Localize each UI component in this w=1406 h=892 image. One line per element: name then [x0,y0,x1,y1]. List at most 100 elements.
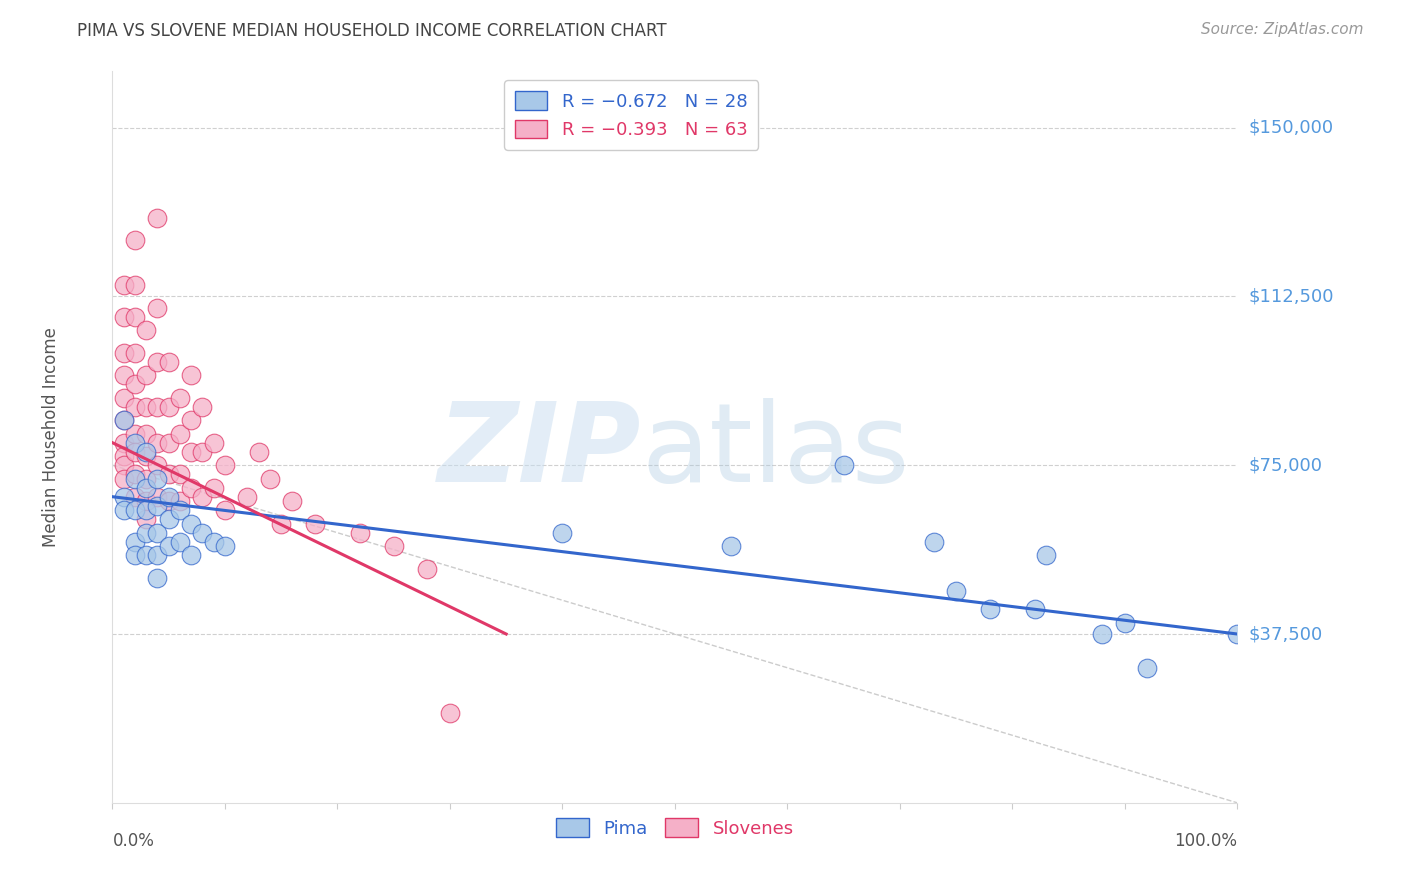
Point [157,400,180,414]
Point [304,516,326,531]
Point [112,490,135,504]
Point [832,458,855,473]
Text: PIMA VS SLOVENE MEDIAN HOUSEHOLD INCOME CORRELATION CHART: PIMA VS SLOVENE MEDIAN HOUSEHOLD INCOME … [77,22,666,40]
Point [551,525,574,540]
Point [191,400,214,414]
Point [124,534,146,549]
Text: Source: ZipAtlas.com: Source: ZipAtlas.com [1201,22,1364,37]
Point [1226,627,1249,641]
Point [112,345,135,359]
Point [135,494,157,508]
Point [236,490,259,504]
Point [124,503,146,517]
Text: $150,000: $150,000 [1249,119,1333,136]
Text: $75,000: $75,000 [1249,456,1323,475]
Point [146,571,169,585]
Point [214,458,236,473]
Point [180,444,202,458]
Point [202,435,225,450]
Point [169,391,191,405]
Point [202,534,225,549]
Point [135,512,157,526]
Point [169,467,191,482]
Point [135,426,157,441]
Point [157,512,180,526]
Point [270,516,292,531]
Point [135,449,157,463]
Point [112,413,135,427]
Point [1136,661,1159,675]
Point [157,467,180,482]
Point [112,435,135,450]
Point [191,525,214,540]
Point [281,494,304,508]
Point [124,490,146,504]
Point [169,534,191,549]
Point [135,444,157,458]
Point [124,548,146,562]
Point [135,548,157,562]
Point [124,278,146,293]
Point [135,368,157,383]
Point [720,539,742,553]
Point [169,494,191,508]
Point [439,706,461,720]
Text: Median Household Income: Median Household Income [42,327,59,547]
Point [124,426,146,441]
Point [135,400,157,414]
Point [146,301,169,315]
Point [169,503,191,517]
Point [112,449,135,463]
Text: atlas: atlas [641,398,910,505]
Point [112,278,135,293]
Point [191,490,214,504]
Point [180,548,202,562]
Point [146,400,169,414]
Point [180,413,202,427]
Point [247,444,270,458]
Point [135,323,157,337]
Point [191,444,214,458]
Point [180,516,202,531]
Text: $112,500: $112,500 [1249,287,1334,305]
Point [124,467,146,482]
Point [146,548,169,562]
Point [146,472,169,486]
Point [146,525,169,540]
Text: 0.0%: 0.0% [112,832,155,850]
Point [180,368,202,383]
Point [124,400,146,414]
Point [945,584,967,599]
Point [135,503,157,517]
Point [922,534,945,549]
Point [157,494,180,508]
Point [214,503,236,517]
Point [124,444,146,458]
Point [382,539,405,553]
Point [202,481,225,495]
Point [124,435,146,450]
Point [112,413,135,427]
Point [157,435,180,450]
Point [157,490,180,504]
Point [135,481,157,495]
Point [112,391,135,405]
Point [146,458,169,473]
Point [124,377,146,392]
Point [112,368,135,383]
Text: ZIP: ZIP [437,398,641,505]
Point [146,354,169,368]
Point [124,310,146,324]
Point [146,435,169,450]
Point [1024,602,1046,616]
Point [157,539,180,553]
Point [1035,548,1057,562]
Point [180,481,202,495]
Point [1114,615,1136,630]
Point [112,458,135,473]
Point [157,354,180,368]
Point [416,562,439,576]
Point [135,525,157,540]
Point [124,233,146,247]
Point [349,525,371,540]
